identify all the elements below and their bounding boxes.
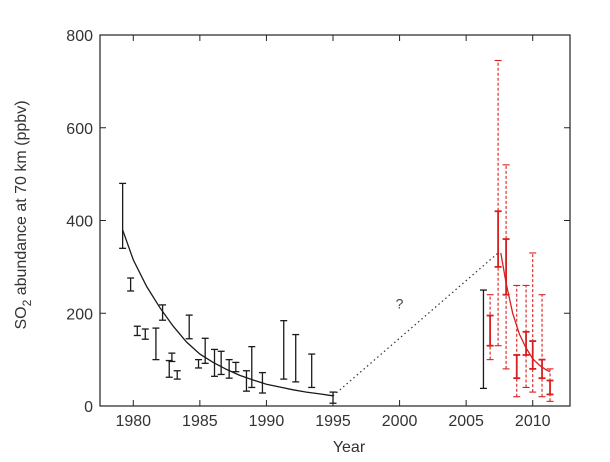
y-tick-label: 0	[84, 399, 93, 416]
error-bar	[119, 182, 127, 249]
series-layer	[119, 59, 554, 404]
x-tick-label: 1995	[315, 413, 351, 430]
x-axis-label: Year	[333, 439, 366, 456]
x-tick-label: 2010	[515, 413, 551, 430]
error-bar-outer	[494, 59, 502, 347]
error-bar	[168, 352, 176, 363]
error-bar-inner	[494, 210, 502, 268]
y-tick-label: 800	[66, 28, 93, 45]
error-bar	[292, 333, 300, 383]
error-bar	[242, 370, 250, 392]
error-bar-inner	[522, 330, 530, 356]
y-axis-label-main: SO	[13, 306, 30, 329]
error-bar	[173, 370, 181, 380]
series-red	[486, 59, 554, 402]
error-bar	[280, 320, 288, 380]
gap-dotted-line	[332, 252, 499, 397]
error-bar-inner	[486, 314, 494, 347]
error-bar-inner	[538, 358, 546, 380]
error-bar	[195, 358, 203, 369]
fit-curve-black	[121, 229, 334, 397]
error-bar	[232, 361, 240, 373]
error-bar	[201, 337, 209, 364]
error-bar	[479, 289, 487, 390]
x-tick-label: 1985	[182, 413, 218, 430]
error-bar	[308, 353, 316, 389]
question-annotation: ?	[396, 296, 404, 312]
error-bar	[248, 345, 256, 389]
error-bar	[217, 350, 225, 376]
error-bar	[185, 314, 193, 340]
error-bar	[133, 325, 141, 337]
error-bar	[165, 359, 173, 378]
x-tick-label: 1990	[249, 413, 285, 430]
plot-border	[99, 34, 571, 407]
error-bar	[127, 277, 135, 292]
error-bar-inner	[513, 354, 521, 380]
error-bar	[329, 391, 337, 404]
plot-frame	[99, 34, 571, 407]
error-bar-outer	[538, 294, 546, 398]
error-bar-outer	[513, 284, 521, 398]
x-tick-label: 1980	[115, 413, 151, 430]
y-axis-label-subscript: 2	[20, 299, 34, 306]
fit-curve-red	[500, 252, 551, 373]
series-black	[119, 182, 487, 404]
error-bar	[152, 327, 160, 361]
y-axis-label-rest: abundance at 70 km (ppbv)	[13, 100, 30, 299]
axis-ticks	[100, 34, 570, 407]
error-bar-outer	[529, 252, 537, 393]
y-tick-label: 600	[66, 121, 93, 138]
error-bar	[225, 358, 233, 379]
error-bar-inner	[529, 340, 537, 370]
y-tick-label: 200	[66, 306, 93, 323]
error-bar-inner	[546, 379, 554, 396]
x-tick-label: 2005	[448, 413, 484, 430]
y-tick-label: 400	[66, 214, 93, 231]
error-bar	[141, 328, 149, 340]
error-bar	[159, 304, 167, 321]
tick-labels: 1980 1985 1990 1995 2000 2005 2010 0 200 400 600 80…	[66, 28, 550, 430]
x-tick-label: 2000	[382, 413, 418, 430]
y-axis-label: SO2 abundance at 70 km (ppbv)	[13, 100, 34, 329]
